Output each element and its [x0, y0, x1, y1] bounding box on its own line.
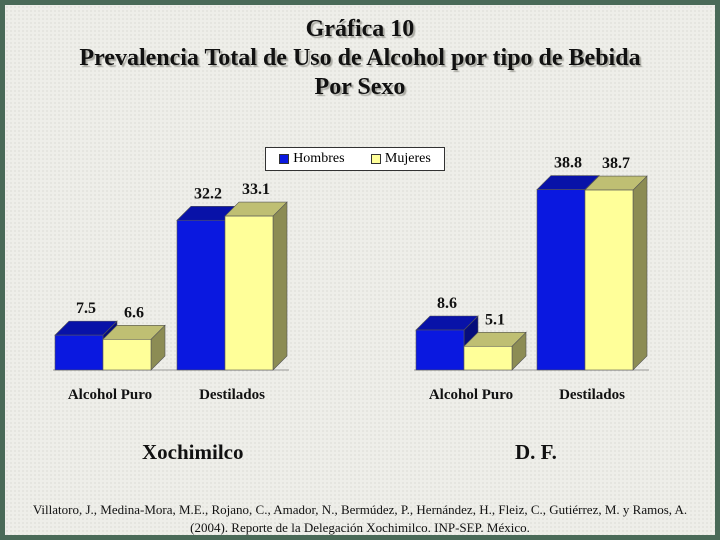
value-label-mujeres-alcohol-puro-2: 5.1	[485, 311, 505, 328]
value-label-hombres-destilados-1: 32.2	[194, 185, 222, 202]
value-label-mujeres-destilados-1: 33.1	[242, 181, 270, 198]
legend-label-hombres: Hombres	[293, 151, 345, 166]
slide: Gráfica 10 Prevalencia Total de Uso de A…	[5, 5, 715, 535]
title-line-1: Gráfica 10	[305, 16, 415, 42]
citation: Villatoro, J., Medina-Mora, M.E., Rojano…	[32, 502, 688, 535]
bar-mujeres-alcohol-puro-2	[463, 345, 513, 371]
legend-item-hombres: Hombres	[279, 151, 345, 167]
legend-swatch-hombres	[279, 154, 290, 164]
bar-hombres-alcohol-puro-2	[415, 329, 465, 371]
value-label-mujeres-alcohol-puro-1: 6.6	[124, 304, 144, 321]
bar-mujeres-alcohol-puro-1	[102, 339, 152, 371]
category-label-destilados-1: Destilados	[199, 387, 265, 403]
legend-swatch-mujeres	[370, 154, 381, 164]
bar-hombres-destilados-2	[536, 189, 586, 371]
category-label-alcohol-puro-1: Alcohol Puro	[68, 387, 152, 403]
bar-hombres-alcohol-puro-1	[54, 334, 104, 371]
bar-chart: 7.5 6.6 Alcohol Puro 32.2 33.1 Destilados 8.6 5…	[53, 155, 649, 403]
bar-side-mujeres-destilados-2	[632, 175, 648, 371]
bar-hombres-destilados-1	[176, 219, 226, 371]
bar-side-mujeres-destilados-1	[272, 201, 288, 371]
group-label-df: D. F.	[515, 440, 557, 464]
bar-mujeres-destilados-2	[584, 189, 634, 371]
bar-mujeres-destilados-1	[224, 215, 274, 371]
value-label-hombres-alcohol-puro-1: 7.5	[76, 300, 96, 317]
category-label-destilados-2: Destilados	[559, 387, 625, 403]
title-line-2: Prevalencia Total de Uso de Alcohol por …	[79, 45, 641, 71]
category-label-alcohol-puro-2: Alcohol Puro	[429, 387, 513, 403]
chart-title: Gráfica 10 Prevalencia Total de Uso de A…	[5, 15, 715, 102]
value-label-hombres-alcohol-puro-2: 8.6	[437, 295, 457, 312]
value-label-hombres-destilados-2: 38.8	[554, 155, 582, 172]
legend-item-mujeres: Mujeres	[370, 151, 431, 167]
legend: Hombres Mujeres	[265, 147, 445, 171]
value-label-mujeres-destilados-2: 38.7	[602, 155, 630, 172]
group-label-xochimilco: Xochimilco	[142, 440, 244, 464]
title-line-3: Por Sexo	[314, 74, 406, 100]
legend-label-mujeres: Mujeres	[384, 151, 431, 166]
